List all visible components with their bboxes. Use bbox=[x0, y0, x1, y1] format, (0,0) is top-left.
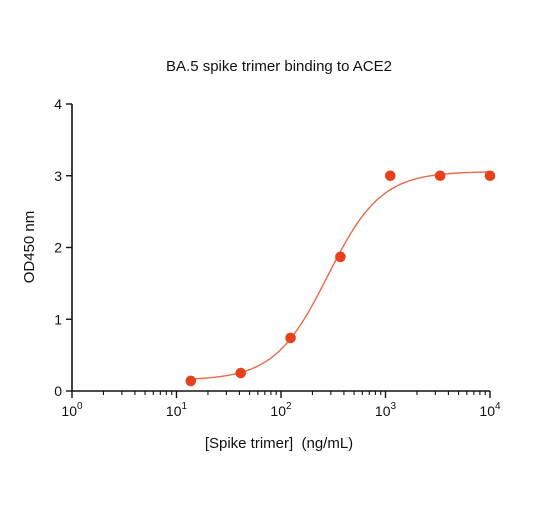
data-point bbox=[285, 332, 296, 344]
data-point bbox=[335, 251, 346, 263]
x-tick-label-1: 101 bbox=[166, 401, 188, 419]
y-tick-label-4: 4 bbox=[54, 96, 62, 112]
data-point bbox=[434, 170, 446, 182]
data-point bbox=[384, 170, 396, 182]
y-tick-label-3: 3 bbox=[54, 168, 62, 184]
x-tick-label-2: 102 bbox=[270, 401, 292, 419]
y-tick-label-0: 0 bbox=[54, 383, 62, 399]
data-point bbox=[235, 367, 247, 379]
x-tick-label-3: 103 bbox=[375, 401, 397, 419]
data-point bbox=[484, 170, 496, 182]
fit-curve bbox=[190, 171, 491, 380]
chart-title: BA.5 spike trimer binding to ACE2 bbox=[166, 58, 392, 75]
x-tick-label-4: 104 bbox=[479, 401, 501, 419]
y-tick-label-2: 2 bbox=[54, 240, 62, 256]
y-tick-label-1: 1 bbox=[54, 311, 62, 327]
y-axis-label: OD450 nm bbox=[21, 211, 38, 284]
data-point bbox=[185, 375, 197, 387]
x-tick-label-0: 100 bbox=[61, 401, 83, 419]
ticks: 0 1 2 3 4 100 101 102 103 104 bbox=[54, 96, 501, 419]
x-axis-label: [Spike trimer] (ng/mL) bbox=[205, 435, 353, 452]
data-points bbox=[185, 170, 496, 387]
